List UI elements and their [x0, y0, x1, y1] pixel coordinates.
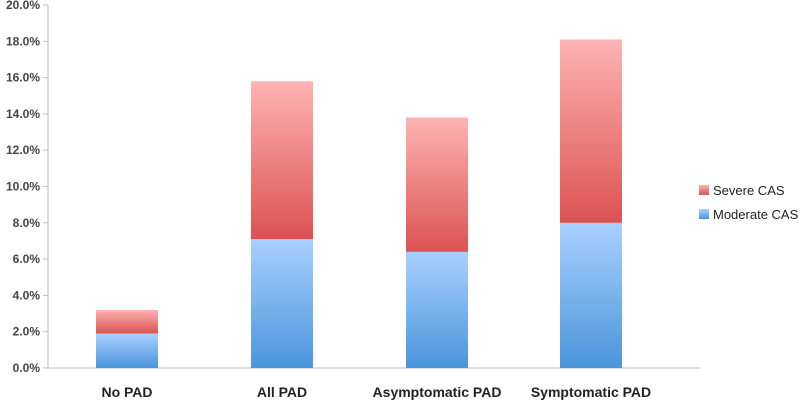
y-tick-label: 4.0% [13, 288, 41, 302]
y-tick-label: 0.0% [13, 361, 41, 375]
bar-severe-cas-symptomatic-pad [560, 39, 622, 223]
chart-axes: 0.0% 2.0% 4.0% 6.0% 8.0% 10.0% 12.0% 14.0% 16.0%… [6, 0, 700, 375]
y-tick-label: 10.0% [6, 180, 40, 194]
x-tick-label-no-pad: No PAD [101, 384, 152, 400]
bar-moderate-cas-all-pad [251, 239, 313, 368]
y-tick-label: 16.0% [6, 71, 40, 85]
legend-swatch-severe-cas [699, 185, 709, 195]
bar-moderate-cas-symptomatic-pad [560, 222, 622, 368]
bar-moderate-cas-no-pad [96, 333, 158, 368]
y-tick-label: 18.0% [6, 34, 40, 48]
x-axis-labels: No PAD All PAD Asymptomatic PAD Symptomatic… [101, 384, 651, 400]
legend-label-severe-cas: Severe CAS [713, 183, 785, 198]
bar-severe-cas-all-pad [251, 81, 313, 240]
legend-label-moderate-cas: Moderate CAS [713, 207, 799, 222]
chart-bars [96, 39, 622, 368]
y-tick-label: 2.0% [13, 325, 41, 339]
y-tick-label: 12.0% [6, 143, 40, 157]
chart-legend: Severe CAS Moderate CAS [699, 183, 799, 222]
y-tick-label: 8.0% [13, 216, 41, 230]
x-tick-label-asymptomatic-pad: Asymptomatic PAD [373, 384, 502, 400]
x-tick-label-all-pad: All PAD [257, 384, 307, 400]
bar-severe-cas-asymptomatic-pad [406, 117, 468, 252]
y-tick-label: 14.0% [6, 107, 40, 121]
y-tick-label: 20.0% [6, 0, 40, 12]
x-tick-label-symptomatic-pad: Symptomatic PAD [531, 384, 651, 400]
legend-swatch-moderate-cas [699, 209, 709, 219]
y-tick-label: 6.0% [13, 252, 41, 266]
bar-moderate-cas-asymptomatic-pad [406, 251, 468, 368]
bar-severe-cas-no-pad [96, 309, 158, 334]
